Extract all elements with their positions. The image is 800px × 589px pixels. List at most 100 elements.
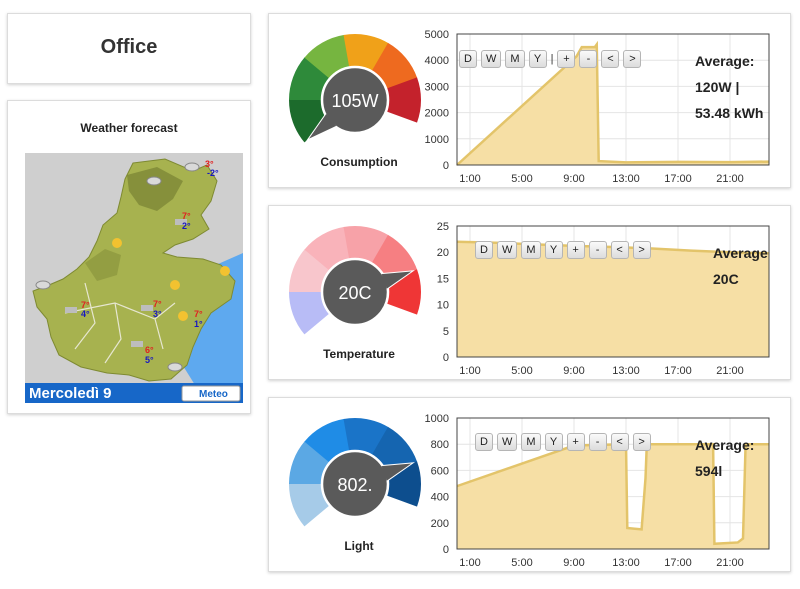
x-tick-label: 17:00 xyxy=(664,557,692,569)
gauge-segment xyxy=(289,291,329,335)
plot-frame xyxy=(456,417,770,550)
gauge-segment xyxy=(289,99,329,143)
gauge-value: 802. xyxy=(337,475,372,495)
week-button[interactable]: W xyxy=(497,241,518,259)
y-tick-label: 25 xyxy=(437,221,449,233)
series-area xyxy=(457,444,769,549)
temperature-average: Average 20C xyxy=(713,240,792,292)
cloud-icon xyxy=(167,362,183,372)
consumption-gauge: 105W xyxy=(289,34,421,143)
day-button[interactable]: D xyxy=(475,433,493,451)
month-button[interactable]: M xyxy=(521,241,541,259)
x-tick-label: 5:00 xyxy=(511,557,532,569)
temp-min: 1° xyxy=(194,319,203,329)
week-button[interactable]: W xyxy=(497,433,518,451)
y-tick-label: 200 xyxy=(431,518,449,530)
average-line: 53.48 kWh xyxy=(695,105,764,121)
temp-max: 7° xyxy=(182,211,191,221)
temperature-gauge: 20C xyxy=(289,226,421,335)
month-button[interactable]: M xyxy=(505,50,525,68)
light-gauge: 802. xyxy=(289,418,421,527)
y-tick-label: 400 xyxy=(431,492,449,504)
weather-card: Weather forecast 3° -2° 7° 2° 7° xyxy=(7,100,251,414)
y-tick-label: 5000 xyxy=(425,29,449,41)
gauge-hub xyxy=(320,449,390,519)
x-tick-label: 17:00 xyxy=(664,173,692,185)
year-button[interactable]: Y xyxy=(544,433,563,451)
year-button[interactable]: Y xyxy=(544,241,563,259)
x-tick-label: 1:00 xyxy=(459,365,480,377)
gauge-segment xyxy=(372,426,418,473)
cloud-icon xyxy=(146,176,162,186)
x-tick-label: 13:00 xyxy=(612,365,640,377)
x-tick-label: 21:00 xyxy=(716,557,744,569)
gauge-segment xyxy=(304,34,350,79)
meteo-logo xyxy=(181,385,241,402)
sun-icon xyxy=(170,280,180,290)
x-tick-label: 13:00 xyxy=(612,173,640,185)
temp-max: 7° xyxy=(81,300,90,310)
previous-button[interactable]: < xyxy=(610,241,629,259)
temp-min: 5° xyxy=(145,355,154,365)
meteo-logo-text: Meteo xyxy=(199,389,228,400)
light-gauge-label: Light xyxy=(344,539,374,553)
weather-title: Weather forecast xyxy=(80,121,178,135)
temp-min: 4° xyxy=(81,309,90,319)
year-button[interactable]: Y xyxy=(528,50,547,68)
zoom-in-button[interactable]: + xyxy=(557,50,576,68)
week-button[interactable]: W xyxy=(481,50,502,68)
x-tick-label: 21:00 xyxy=(716,173,744,185)
y-tick-label: 0 xyxy=(443,160,449,172)
x-tick-label: 9:00 xyxy=(563,173,584,185)
previous-button[interactable]: < xyxy=(601,50,620,68)
range-button-bar: D W M Y + - < > xyxy=(475,241,655,259)
x-tick-label: 1:00 xyxy=(459,173,480,185)
temp-max: 7° xyxy=(153,299,162,309)
weather-day: Mercoledì 9 xyxy=(29,385,112,402)
y-tick-label: 0 xyxy=(443,544,449,556)
previous-button[interactable]: < xyxy=(610,433,629,451)
next-button[interactable]: > xyxy=(632,241,651,259)
next-button[interactable]: > xyxy=(623,50,642,68)
y-tick-label: 20 xyxy=(437,247,449,259)
region-land xyxy=(32,158,236,382)
light-average: Average: 594l xyxy=(695,432,792,484)
cloud-icon xyxy=(184,162,200,172)
average-line: 120W | xyxy=(695,79,740,95)
gauge-segment xyxy=(289,249,330,292)
light-chart[interactable]: 0 200 400 600 800 1000 1:00 5:00 9:00 13:00 17:00 2… xyxy=(269,398,792,573)
temperature-chart[interactable]: 0 5 10 15 20 25 1:00 5:00 9:00 13:00 17:00 21:00 xyxy=(269,206,792,381)
next-button[interactable]: > xyxy=(632,433,651,451)
temp-min: 2° xyxy=(182,221,191,231)
fog-icon xyxy=(131,341,143,347)
x-tick-label: 17:00 xyxy=(664,365,692,377)
x-tick-label: 5:00 xyxy=(511,173,532,185)
consumption-panel: 105W Consumption 0 1000 2000 3000 4000 5000 1:00… xyxy=(268,13,791,188)
day-button[interactable]: D xyxy=(459,50,477,68)
light-panel: 802. Light 0 200 400 600 800 1000 1:00 5:00 9:00 13… xyxy=(268,397,791,572)
gauge-segment xyxy=(304,418,350,463)
range-button-bar: D W M Y | + - < > xyxy=(459,50,645,68)
zoom-in-button[interactable]: + xyxy=(566,433,585,451)
gauge-needle-fill xyxy=(381,271,412,289)
page-title: Office xyxy=(100,36,158,58)
gauge-segment xyxy=(304,226,350,271)
zoom-out-button[interactable]: - xyxy=(588,433,607,451)
average-line: 594l xyxy=(695,463,723,479)
temp-max: 7° xyxy=(194,309,203,319)
weather-map[interactable]: 3° -2° 7° 2° 7° 4° 7° 3° 7° 1° 6° 5° Mer… xyxy=(25,153,243,403)
zoom-out-button[interactable]: - xyxy=(579,50,598,68)
zoom-in-button[interactable]: + xyxy=(566,241,585,259)
sun-icon xyxy=(220,266,230,276)
sun-icon xyxy=(178,311,188,321)
y-tick-label: 1000 xyxy=(425,413,449,425)
zoom-out-button[interactable]: - xyxy=(588,241,607,259)
cloud-icon xyxy=(35,280,51,290)
fog-icon xyxy=(175,219,187,225)
consumption-chart[interactable]: 0 1000 2000 3000 4000 5000 1:00 5:00 9:00 13:00 17… xyxy=(269,14,792,189)
x-tick-label: 5:00 xyxy=(511,365,532,377)
day-button[interactable]: D xyxy=(475,241,493,259)
y-tick-label: 800 xyxy=(431,439,449,451)
gauge-hub xyxy=(320,257,390,327)
month-button[interactable]: M xyxy=(521,433,541,451)
